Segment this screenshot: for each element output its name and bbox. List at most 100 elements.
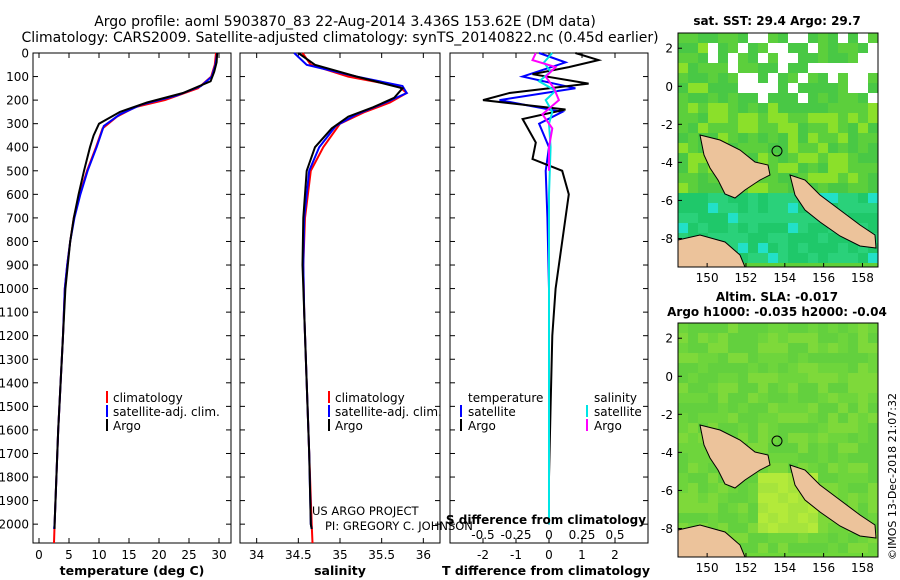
- sla-x-ticks: 150 152 154 156 158: [696, 553, 874, 575]
- sst-cell: [738, 233, 748, 243]
- sst-cell: [748, 73, 758, 83]
- sla-cell: [788, 513, 798, 523]
- sst-cell: [688, 163, 698, 173]
- sla-cell: [738, 423, 748, 433]
- sst-cell: [738, 33, 748, 43]
- sla-cell: [768, 403, 778, 413]
- sst-cell: [748, 33, 758, 43]
- sst-cell: [698, 53, 708, 63]
- sla-cell: [768, 493, 778, 503]
- sla-cell: [698, 343, 708, 353]
- sst-cell: [798, 153, 808, 163]
- legend-climatology-label: climatology: [113, 391, 183, 405]
- sst-cell: [818, 63, 828, 73]
- sla-cell: [758, 353, 768, 363]
- sla-cell: [698, 373, 708, 383]
- sst-cell: [808, 143, 818, 153]
- sst-cell: [838, 43, 848, 53]
- sst-cell: [788, 213, 798, 223]
- sla-cell: [838, 353, 848, 363]
- sla-cell: [858, 363, 868, 373]
- sst-cell: [708, 173, 718, 183]
- sla-cell: [678, 463, 688, 473]
- sla-cell: [828, 433, 838, 443]
- sst-cell: [748, 133, 758, 143]
- sst-cell: [808, 93, 818, 103]
- sla-cell: [768, 413, 778, 423]
- sst-cell: [688, 173, 698, 183]
- sla-cell: [798, 433, 808, 443]
- sst-cell: [698, 73, 708, 83]
- sla-cell: [808, 353, 818, 363]
- sla-cell: [758, 333, 768, 343]
- sst-cell: [698, 183, 708, 193]
- sst-cell: [848, 163, 858, 173]
- sla-cell: [748, 473, 758, 483]
- s-difference-xlabel: S difference from climatology: [446, 513, 646, 527]
- difference-series: [482, 52, 603, 525]
- sst-cell: [738, 73, 748, 83]
- lon-tick-label: 158: [851, 271, 874, 285]
- sst-cell: [728, 83, 738, 93]
- sla-cell: [708, 393, 718, 403]
- sla-cell: [748, 523, 758, 533]
- sst-cell: [728, 233, 738, 243]
- sla-cell: [748, 423, 758, 433]
- sst-cell: [858, 93, 868, 103]
- sla-cell: [768, 443, 778, 453]
- depth-tick-label: 1400: [0, 376, 29, 390]
- sla-cell: [788, 413, 798, 423]
- sst-cell: [678, 163, 688, 173]
- sla-cell: [718, 513, 728, 523]
- t-difference-xlabel: T difference from climatology: [442, 563, 650, 578]
- sst-cell: [858, 163, 868, 173]
- sst-cell: [758, 183, 768, 193]
- solomon-islands-landmass: [789, 464, 877, 539]
- x-tick-label: 36: [416, 548, 431, 562]
- sla-cell: [748, 493, 758, 503]
- sla-cell: [678, 503, 688, 513]
- sst-cell: [678, 43, 688, 53]
- sst-cell: [868, 173, 878, 183]
- sst-cell: [858, 113, 868, 123]
- sla-cell: [758, 393, 768, 403]
- sla-cell: [778, 323, 788, 333]
- sst-cell: [708, 73, 718, 83]
- sst-cell: [678, 113, 688, 123]
- sla-cell: [798, 333, 808, 343]
- sla-cell: [778, 443, 788, 453]
- sla-cell: [798, 373, 808, 383]
- sla-cell: [838, 383, 848, 393]
- sla-cell: [748, 323, 758, 333]
- sla-cell: [868, 323, 878, 333]
- sst-cell: [768, 63, 778, 73]
- sla-cell: [848, 483, 858, 493]
- sla-cell: [788, 383, 798, 393]
- project-credit: US ARGO PROJECT: [312, 504, 420, 518]
- sla-cell: [778, 423, 788, 433]
- sst-cell: [798, 143, 808, 153]
- sla-cell: [798, 533, 808, 543]
- sst-cell: [718, 83, 728, 93]
- sst-cell: [708, 213, 718, 223]
- x2-tick-label: 0.5: [605, 528, 624, 542]
- series-line-climatology: [53, 52, 217, 544]
- sst-cell: [708, 93, 718, 103]
- sla-cell: [848, 363, 858, 373]
- sst-cell: [848, 183, 858, 193]
- sla-cell: [688, 383, 698, 393]
- sst-cell: [688, 193, 698, 203]
- depth-tick-label: 300: [6, 117, 29, 131]
- sla-cell: [788, 343, 798, 353]
- sla-cell: [768, 353, 778, 363]
- depth-tick-label: 1900: [0, 494, 29, 508]
- sst-cell: [688, 33, 698, 43]
- sst-cell: [778, 223, 788, 233]
- sla-map-subtitle: Argo h1000: -0.035 h2000: -0.04: [667, 305, 887, 319]
- sst-cell: [818, 43, 828, 53]
- sst-cell: [798, 93, 808, 103]
- sst-cell: [778, 233, 788, 243]
- sla-cell: [708, 513, 718, 523]
- sla-cell: [738, 353, 748, 363]
- lat-tick-label: -2: [661, 408, 673, 422]
